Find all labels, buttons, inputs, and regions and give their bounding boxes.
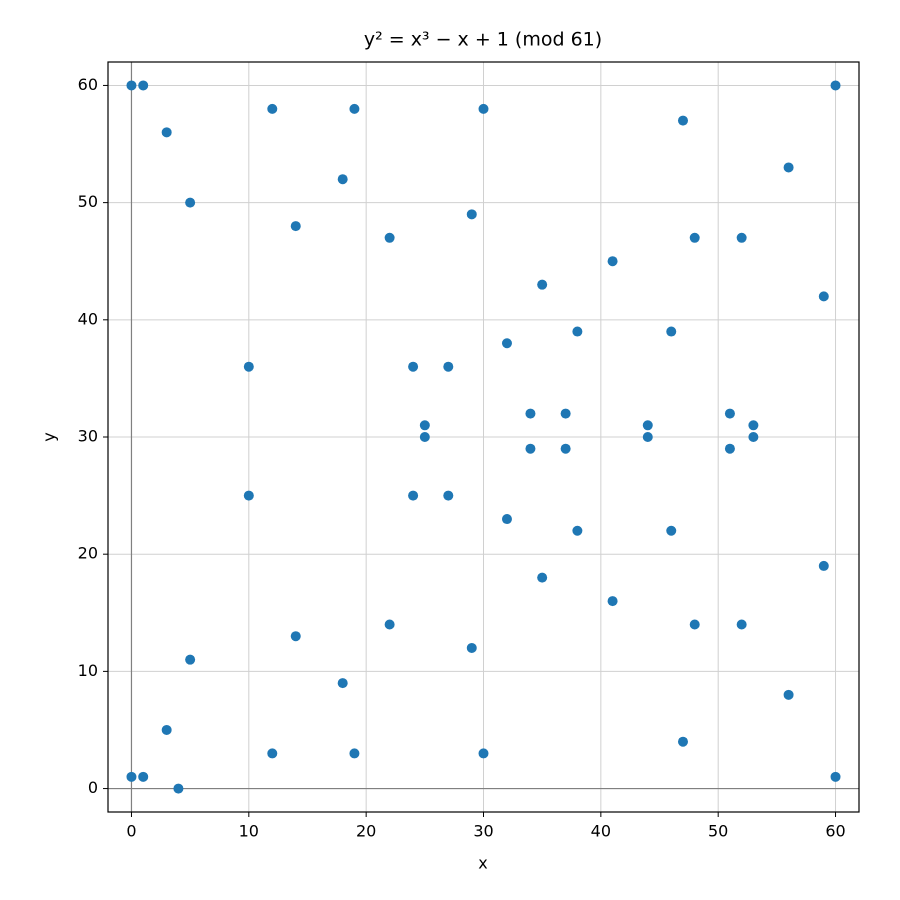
point bbox=[689, 232, 700, 243]
point bbox=[501, 514, 512, 525]
point bbox=[748, 420, 759, 431]
point bbox=[642, 432, 653, 442]
point bbox=[419, 432, 430, 442]
point bbox=[384, 619, 395, 630]
point bbox=[783, 689, 794, 700]
point bbox=[818, 560, 829, 571]
x-tick-label: 30 bbox=[473, 822, 493, 841]
point bbox=[666, 326, 677, 337]
point bbox=[501, 338, 512, 349]
point bbox=[525, 443, 536, 454]
point bbox=[243, 361, 254, 372]
point bbox=[818, 291, 829, 302]
plot-frame bbox=[107, 61, 860, 813]
point bbox=[243, 490, 254, 501]
point bbox=[478, 748, 489, 759]
point bbox=[830, 771, 841, 782]
point bbox=[290, 631, 301, 642]
point bbox=[349, 103, 360, 114]
point bbox=[443, 490, 454, 501]
x-axis-label: x bbox=[478, 854, 487, 873]
y-tick-label: 0 bbox=[88, 778, 98, 797]
point bbox=[830, 80, 841, 91]
x-tick-label: 60 bbox=[825, 822, 845, 841]
point bbox=[161, 127, 172, 138]
point bbox=[138, 80, 149, 91]
point bbox=[126, 771, 137, 782]
point bbox=[337, 678, 348, 689]
point bbox=[560, 408, 571, 419]
point bbox=[537, 572, 548, 583]
point bbox=[724, 443, 735, 454]
x-tick-label: 40 bbox=[591, 822, 611, 841]
point bbox=[607, 256, 618, 267]
point bbox=[560, 443, 571, 454]
point bbox=[349, 748, 360, 759]
point bbox=[677, 736, 688, 747]
point bbox=[572, 326, 583, 337]
point bbox=[384, 232, 395, 243]
point bbox=[267, 748, 278, 759]
y-tick-label: 60 bbox=[78, 75, 98, 94]
point bbox=[161, 724, 172, 735]
y-axis-label: y bbox=[40, 432, 59, 441]
point bbox=[642, 420, 653, 431]
point bbox=[267, 103, 278, 114]
y-tick-label: 20 bbox=[78, 544, 98, 563]
point bbox=[408, 490, 419, 501]
point bbox=[466, 642, 477, 653]
point bbox=[173, 783, 184, 794]
y-tick-label: 10 bbox=[78, 661, 98, 680]
point bbox=[408, 361, 419, 372]
point bbox=[783, 162, 794, 173]
chart-title: y² = x³ − x + 1 (mod 61) bbox=[364, 29, 602, 51]
point bbox=[185, 197, 196, 208]
point bbox=[677, 115, 688, 126]
point bbox=[290, 221, 301, 232]
point bbox=[724, 408, 735, 419]
point bbox=[126, 80, 137, 91]
x-tick-label: 50 bbox=[708, 822, 728, 841]
point bbox=[748, 432, 759, 442]
point bbox=[138, 771, 149, 782]
point bbox=[736, 232, 747, 243]
point bbox=[185, 654, 196, 665]
x-tick-label: 0 bbox=[126, 822, 136, 841]
x-tick-label: 10 bbox=[239, 822, 259, 841]
point bbox=[736, 619, 747, 630]
point bbox=[572, 525, 583, 536]
point bbox=[419, 420, 430, 431]
y-tick-label: 30 bbox=[78, 427, 98, 446]
point bbox=[537, 279, 548, 290]
point bbox=[525, 408, 536, 419]
point bbox=[689, 619, 700, 630]
point bbox=[337, 174, 348, 185]
point bbox=[443, 361, 454, 372]
point bbox=[478, 103, 489, 114]
y-tick-label: 40 bbox=[78, 309, 98, 328]
x-tick-label: 20 bbox=[356, 822, 376, 841]
y-tick-label: 50 bbox=[78, 192, 98, 211]
point bbox=[466, 209, 477, 220]
point bbox=[666, 525, 677, 536]
point bbox=[607, 596, 618, 607]
